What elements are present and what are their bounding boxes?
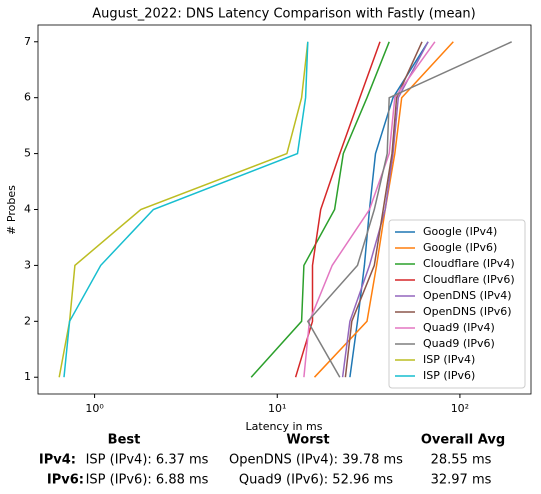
row-label: IPv6: [47,473,84,488]
chart-title: August_2022: DNS Latency Comparison with… [92,7,475,22]
table-header: Worst [286,433,329,448]
table-cell: 32.97 ms [431,473,492,488]
table-header: Best [108,433,141,448]
y-tick-label: 1 [24,370,31,383]
y-tick-label: 5 [24,147,31,160]
y-axis-label: # Probes [5,185,18,235]
table-cell: ISP (IPv6): 6.88 ms [86,473,209,488]
legend-label: Cloudflare (IPv4) [423,257,515,270]
legend-label: OpenDNS (IPv4) [423,289,512,302]
series-line [58,41,309,378]
legend-label: Quad9 (IPv6) [423,337,495,350]
row-label: IPv4: [39,453,76,468]
legend-box [388,219,526,389]
legend-label: Google (IPv6) [423,241,497,254]
series-line [341,41,429,378]
legend-label: ISP (IPv6) [423,369,475,382]
y-tick-label: 3 [24,258,31,271]
table-cell: ISP (IPv4): 6.37 ms [86,453,209,468]
table-header: Overall Avg [421,433,505,448]
y-tick-label: 4 [24,203,31,216]
y-tick-label: 7 [24,35,31,48]
y-tick-label: 2 [24,314,31,327]
series-line [303,41,436,378]
series-line [344,41,423,378]
series-line [306,41,513,378]
legend-label: Quad9 (IPv4) [423,321,495,334]
x-tick-label: 10¹ [268,402,286,415]
x-tick-label: 10⁰ [85,402,104,415]
x-tick-label: 10² [451,402,469,415]
y-tick-label: 6 [24,91,31,104]
table-cell: 28.55 ms [431,453,492,468]
legend-label: Google (IPv4) [423,225,497,238]
table-cell: OpenDNS (IPv4): 39.78 ms [229,453,403,468]
legend-label: Cloudflare (IPv6) [423,273,515,286]
table-cell: Quad9 (IPv6): 52.96 ms [239,473,393,488]
series-line [294,41,381,378]
legend-label: ISP (IPv4) [423,353,475,366]
series-line [250,41,390,378]
series-line [63,41,309,378]
x-axis-label: Latency in ms [246,420,323,433]
legend-label: OpenDNS (IPv6) [423,305,512,318]
